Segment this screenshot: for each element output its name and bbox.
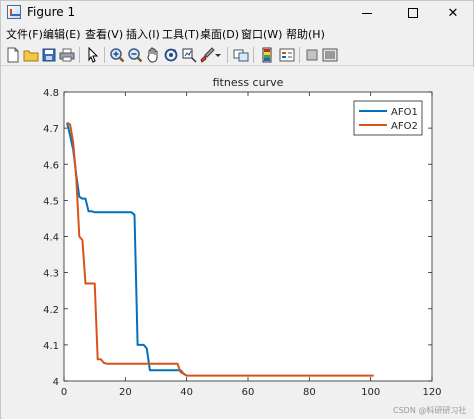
toolbar-separator: [227, 47, 228, 63]
show-plot-tools-icon[interactable]: [322, 47, 338, 63]
menu-tools[interactable]: 工具(T): [162, 28, 200, 41]
x-tick-label: 100: [361, 387, 380, 398]
toolbar-separator: [79, 47, 80, 63]
select-pointer-icon[interactable]: [85, 47, 101, 63]
link-plot-icon[interactable]: [233, 47, 249, 63]
zoom-out-icon[interactable]: [127, 47, 143, 63]
toolbar-separator: [253, 47, 254, 63]
minimize-button[interactable]: [347, 1, 387, 25]
menu-window[interactable]: 窗口(W): [241, 28, 283, 41]
figure-toolbar: [1, 44, 473, 66]
x-tick-label: 40: [180, 387, 193, 398]
watermark: CSDN @科研研习社: [393, 406, 467, 415]
axes-background: [64, 92, 432, 381]
y-tick-label: 4: [53, 377, 59, 388]
legend-icon[interactable]: [279, 47, 295, 63]
rotate-3d-icon[interactable]: [163, 47, 179, 63]
menu-insert[interactable]: 插入(I): [126, 28, 160, 41]
legend-label-afo2: AFO2: [391, 121, 418, 132]
fitness-curve-chart: fitness curve 0 20 40 60 80 100 120 4 4.1 4.2 4.3 4…: [43, 76, 441, 398]
menu-bar: 文件(F) 编辑(E) 查看(V) 插入(I) 工具(T) 桌面(D) 窗口(W…: [1, 25, 473, 43]
y-tick-label: 4.7: [43, 124, 59, 135]
menu-file[interactable]: 文件(F): [6, 28, 43, 41]
y-tick-label: 4.8: [43, 88, 59, 99]
figure-area: fitness curve 0 20 40 60 80 100 120 4 4.1 4.2 4.3 4…: [2, 67, 474, 419]
series-line-afo2: [66, 121, 374, 377]
title-bar: Figure 1 ✕: [1, 1, 473, 25]
pan-hand-icon[interactable]: [145, 47, 161, 63]
legend-label-afo1: AFO1: [391, 107, 418, 118]
axis-ticks: 0 20 40 60 80 100 120 4 4.1 4.2 4.3 4.4 4.5 4.6 4.7 4.8: [43, 88, 441, 398]
x-tick-label: 20: [119, 387, 132, 398]
brush-dropdown-icon[interactable]: [214, 47, 222, 63]
legend[interactable]: AFO1 AFO2: [353, 100, 423, 136]
hide-plot-tools-icon[interactable]: [304, 47, 320, 63]
maximize-icon: [408, 8, 418, 18]
axis-lines: [63, 91, 433, 382]
menu-desktop[interactable]: 桌面(D): [200, 28, 240, 41]
y-tick-label: 4.1: [43, 341, 59, 352]
toolbar-separator: [299, 47, 300, 63]
close-button[interactable]: ✕: [433, 1, 473, 25]
open-file-icon[interactable]: [23, 47, 39, 63]
y-tick-label: 4.2: [43, 305, 59, 316]
save-icon[interactable]: [41, 47, 57, 63]
x-tick-label: 60: [242, 387, 255, 398]
matlab-figure-icon: [7, 5, 21, 19]
maximize-button[interactable]: [393, 1, 433, 25]
x-tick-label: 80: [303, 387, 316, 398]
brush-icon[interactable]: [199, 47, 215, 63]
x-tick-label: 0: [61, 387, 67, 398]
y-tick-label: 4.6: [43, 160, 59, 171]
legend-box: [353, 100, 423, 136]
menu-edit[interactable]: 编辑(E): [43, 28, 81, 41]
menu-help[interactable]: 帮助(H): [286, 28, 325, 41]
axes-box: [63, 91, 433, 382]
series-line-afo1: [66, 122, 188, 377]
chart-title: fitness curve: [213, 76, 284, 89]
close-icon: ✕: [447, 5, 459, 21]
print-icon[interactable]: [59, 47, 75, 63]
toolbar-separator: [104, 47, 105, 63]
y-tick-label: 4.3: [43, 269, 59, 280]
menu-view[interactable]: 查看(V): [85, 28, 124, 41]
colorbar-icon[interactable]: [259, 47, 275, 63]
plot-lines: [66, 121, 374, 377]
y-tick-label: 4.5: [43, 196, 59, 207]
minimize-icon: [362, 12, 372, 14]
y-tick-label: 4.4: [43, 233, 59, 244]
zoom-in-icon[interactable]: [109, 47, 125, 63]
new-figure-icon[interactable]: [5, 47, 21, 63]
data-cursor-icon[interactable]: [181, 47, 197, 63]
window-title: Figure 1: [27, 5, 76, 19]
x-tick-label: 120: [422, 387, 441, 398]
